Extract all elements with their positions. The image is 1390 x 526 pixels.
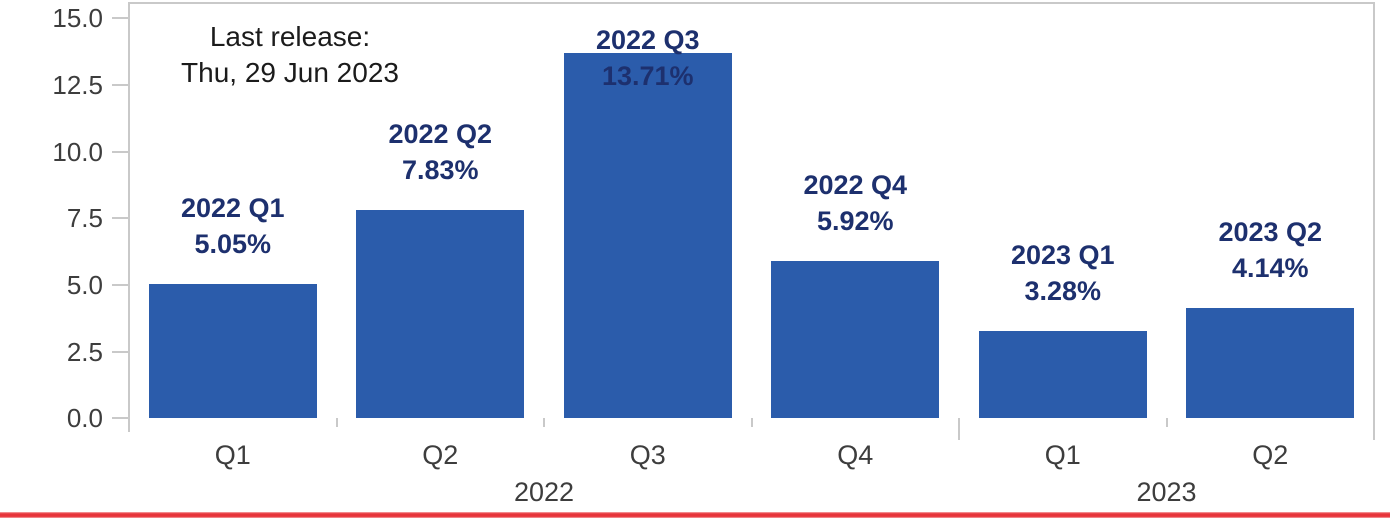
last-release-annotation: Last release: Thu, 29 Jun 2023: [130, 19, 450, 91]
x-tick: [1373, 418, 1375, 441]
x-tick: [958, 418, 960, 441]
bar-2023-q1: [978, 330, 1147, 419]
bar-value-label: 2022 Q4 5.92%: [725, 167, 985, 239]
y-tick: [112, 284, 129, 287]
annotation-line-2: Thu, 29 Jun 2023: [181, 57, 399, 88]
y-tick-label: 12.5: [52, 70, 103, 101]
bar-2022-q4: [771, 260, 940, 419]
y-tick-label: 5.0: [66, 270, 103, 301]
bar-value-label: 2023 Q1 3.28%: [933, 237, 1193, 309]
bar-label-period: 2022 Q1: [180, 192, 285, 223]
x-category-label: Q2: [1252, 440, 1289, 470]
x-category-label: Q2: [422, 440, 459, 470]
x-year-label: 2023: [1136, 477, 1197, 507]
annotation-line-1: Last release:: [209, 21, 371, 52]
x-tick: [1165, 418, 1168, 428]
bar-label-value: 3.28%: [1024, 275, 1102, 306]
bar-label-value: 13.71%: [601, 61, 694, 91]
plot-right-spine: [1373, 2, 1375, 418]
bar-label-period: 2023 Q2: [1218, 217, 1323, 247]
x-category-label: Q1: [214, 440, 251, 470]
x-tick: [128, 418, 130, 433]
bar-label-period: 2022 Q2: [388, 118, 493, 149]
y-tick: [112, 84, 129, 87]
bar-label-value: 7.83%: [401, 154, 479, 185]
x-tick: [335, 418, 338, 428]
x-tick: [543, 418, 545, 428]
bottom-red-rule: [0, 512, 1390, 518]
y-tick-label: 15.0: [52, 3, 103, 34]
y-tick-label: 2.5: [66, 336, 103, 367]
x-tick: [750, 418, 753, 428]
plot-left-spine: [128, 2, 130, 418]
bar-value-label: 2022 Q1 5.05%: [103, 190, 363, 262]
bar-label-period: 2023 Q1: [1010, 239, 1115, 270]
x-category-label: Q1: [1044, 440, 1081, 470]
y-tick: [112, 350, 129, 353]
bar-label-period: 2022 Q3: [595, 25, 700, 55]
bar-2023-q2: [1186, 308, 1355, 419]
bar-2022-q2: [356, 209, 525, 419]
x-category-label: Q4: [837, 440, 874, 470]
bar-label-value: 4.14%: [1231, 253, 1309, 283]
x-year-label: 2022: [513, 477, 575, 507]
bar-label-value: 5.92%: [816, 205, 894, 236]
y-tick: [112, 417, 129, 420]
y-tick: [112, 17, 129, 20]
bar-label-period: 2022 Q4: [803, 169, 908, 200]
x-category-label: Q3: [629, 440, 666, 470]
bar-2022-q3: [563, 52, 732, 419]
bar-value-label: 2022 Q2 7.83%: [310, 116, 570, 188]
y-tick-label: 0.0: [66, 403, 103, 434]
y-tick: [112, 150, 129, 153]
y-tick-label: 7.5: [66, 203, 103, 234]
plot-top-spine: [129, 2, 1375, 4]
bar-value-label: 2022 Q3 13.71%: [518, 22, 778, 94]
y-tick: [112, 217, 129, 220]
bar-label-value: 5.05%: [194, 228, 272, 259]
bar-2022-q1: [148, 283, 317, 419]
y-tick-label: 10.0: [52, 136, 103, 167]
bar-value-label: 2023 Q2 4.14%: [1140, 214, 1390, 286]
